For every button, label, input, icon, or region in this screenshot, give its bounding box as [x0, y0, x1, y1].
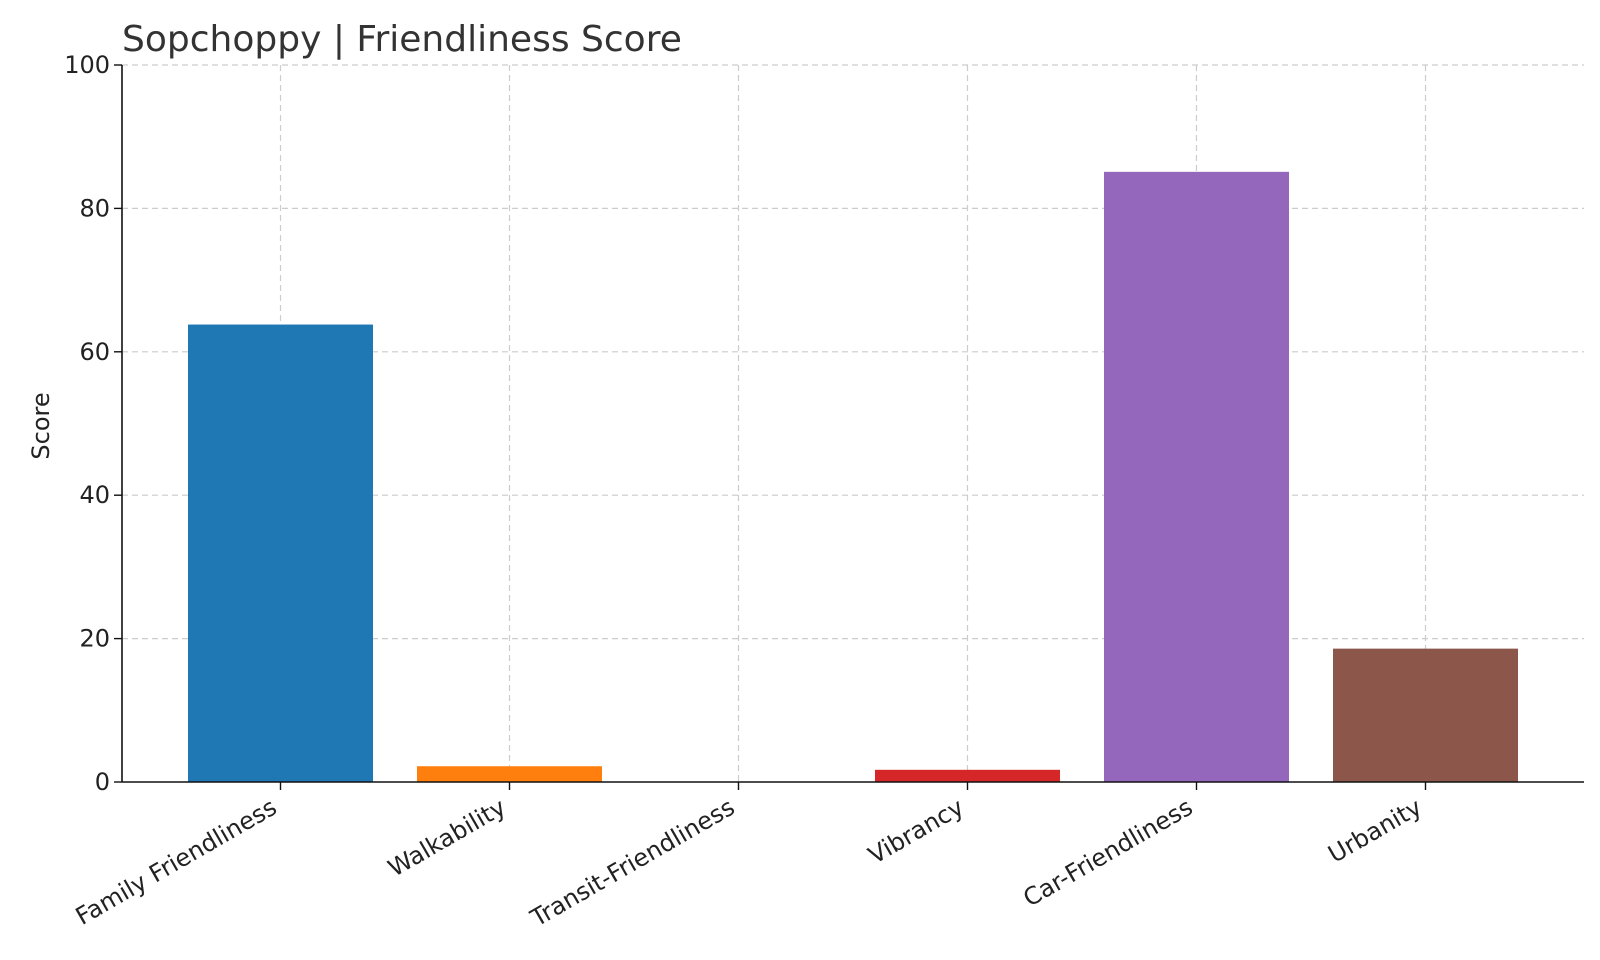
- y-tick-label: 100: [64, 51, 110, 79]
- y-tick-label: 0: [95, 768, 110, 796]
- x-tick-label: Urbanity: [1323, 793, 1426, 869]
- bar-vibrancy: [875, 769, 1060, 782]
- axis-layer: [114, 64, 1584, 790]
- x-tick-label: Family Friendliness: [71, 793, 282, 931]
- x-tick-label: Walkability: [383, 793, 510, 883]
- y-tick-label: 80: [79, 194, 110, 222]
- bar-walkability: [417, 766, 602, 782]
- bar-family-friendliness: [188, 324, 373, 782]
- y-tick-label: 20: [79, 625, 110, 653]
- y-tick-label: 60: [79, 338, 110, 366]
- x-tick-label: Transit-Friendliness: [525, 793, 739, 933]
- bar-layer: [188, 171, 1518, 782]
- bar-urbanity: [1333, 648, 1518, 782]
- y-tick-label: 40: [79, 481, 110, 509]
- x-tick-label: Car-Friendliness: [1018, 793, 1197, 913]
- bar-car-friendliness: [1104, 171, 1289, 782]
- x-tick-label: Vibrancy: [864, 793, 969, 870]
- chart-title: Sopchoppy | Friendliness Score: [122, 19, 682, 60]
- y-axis-label: Score: [27, 392, 55, 459]
